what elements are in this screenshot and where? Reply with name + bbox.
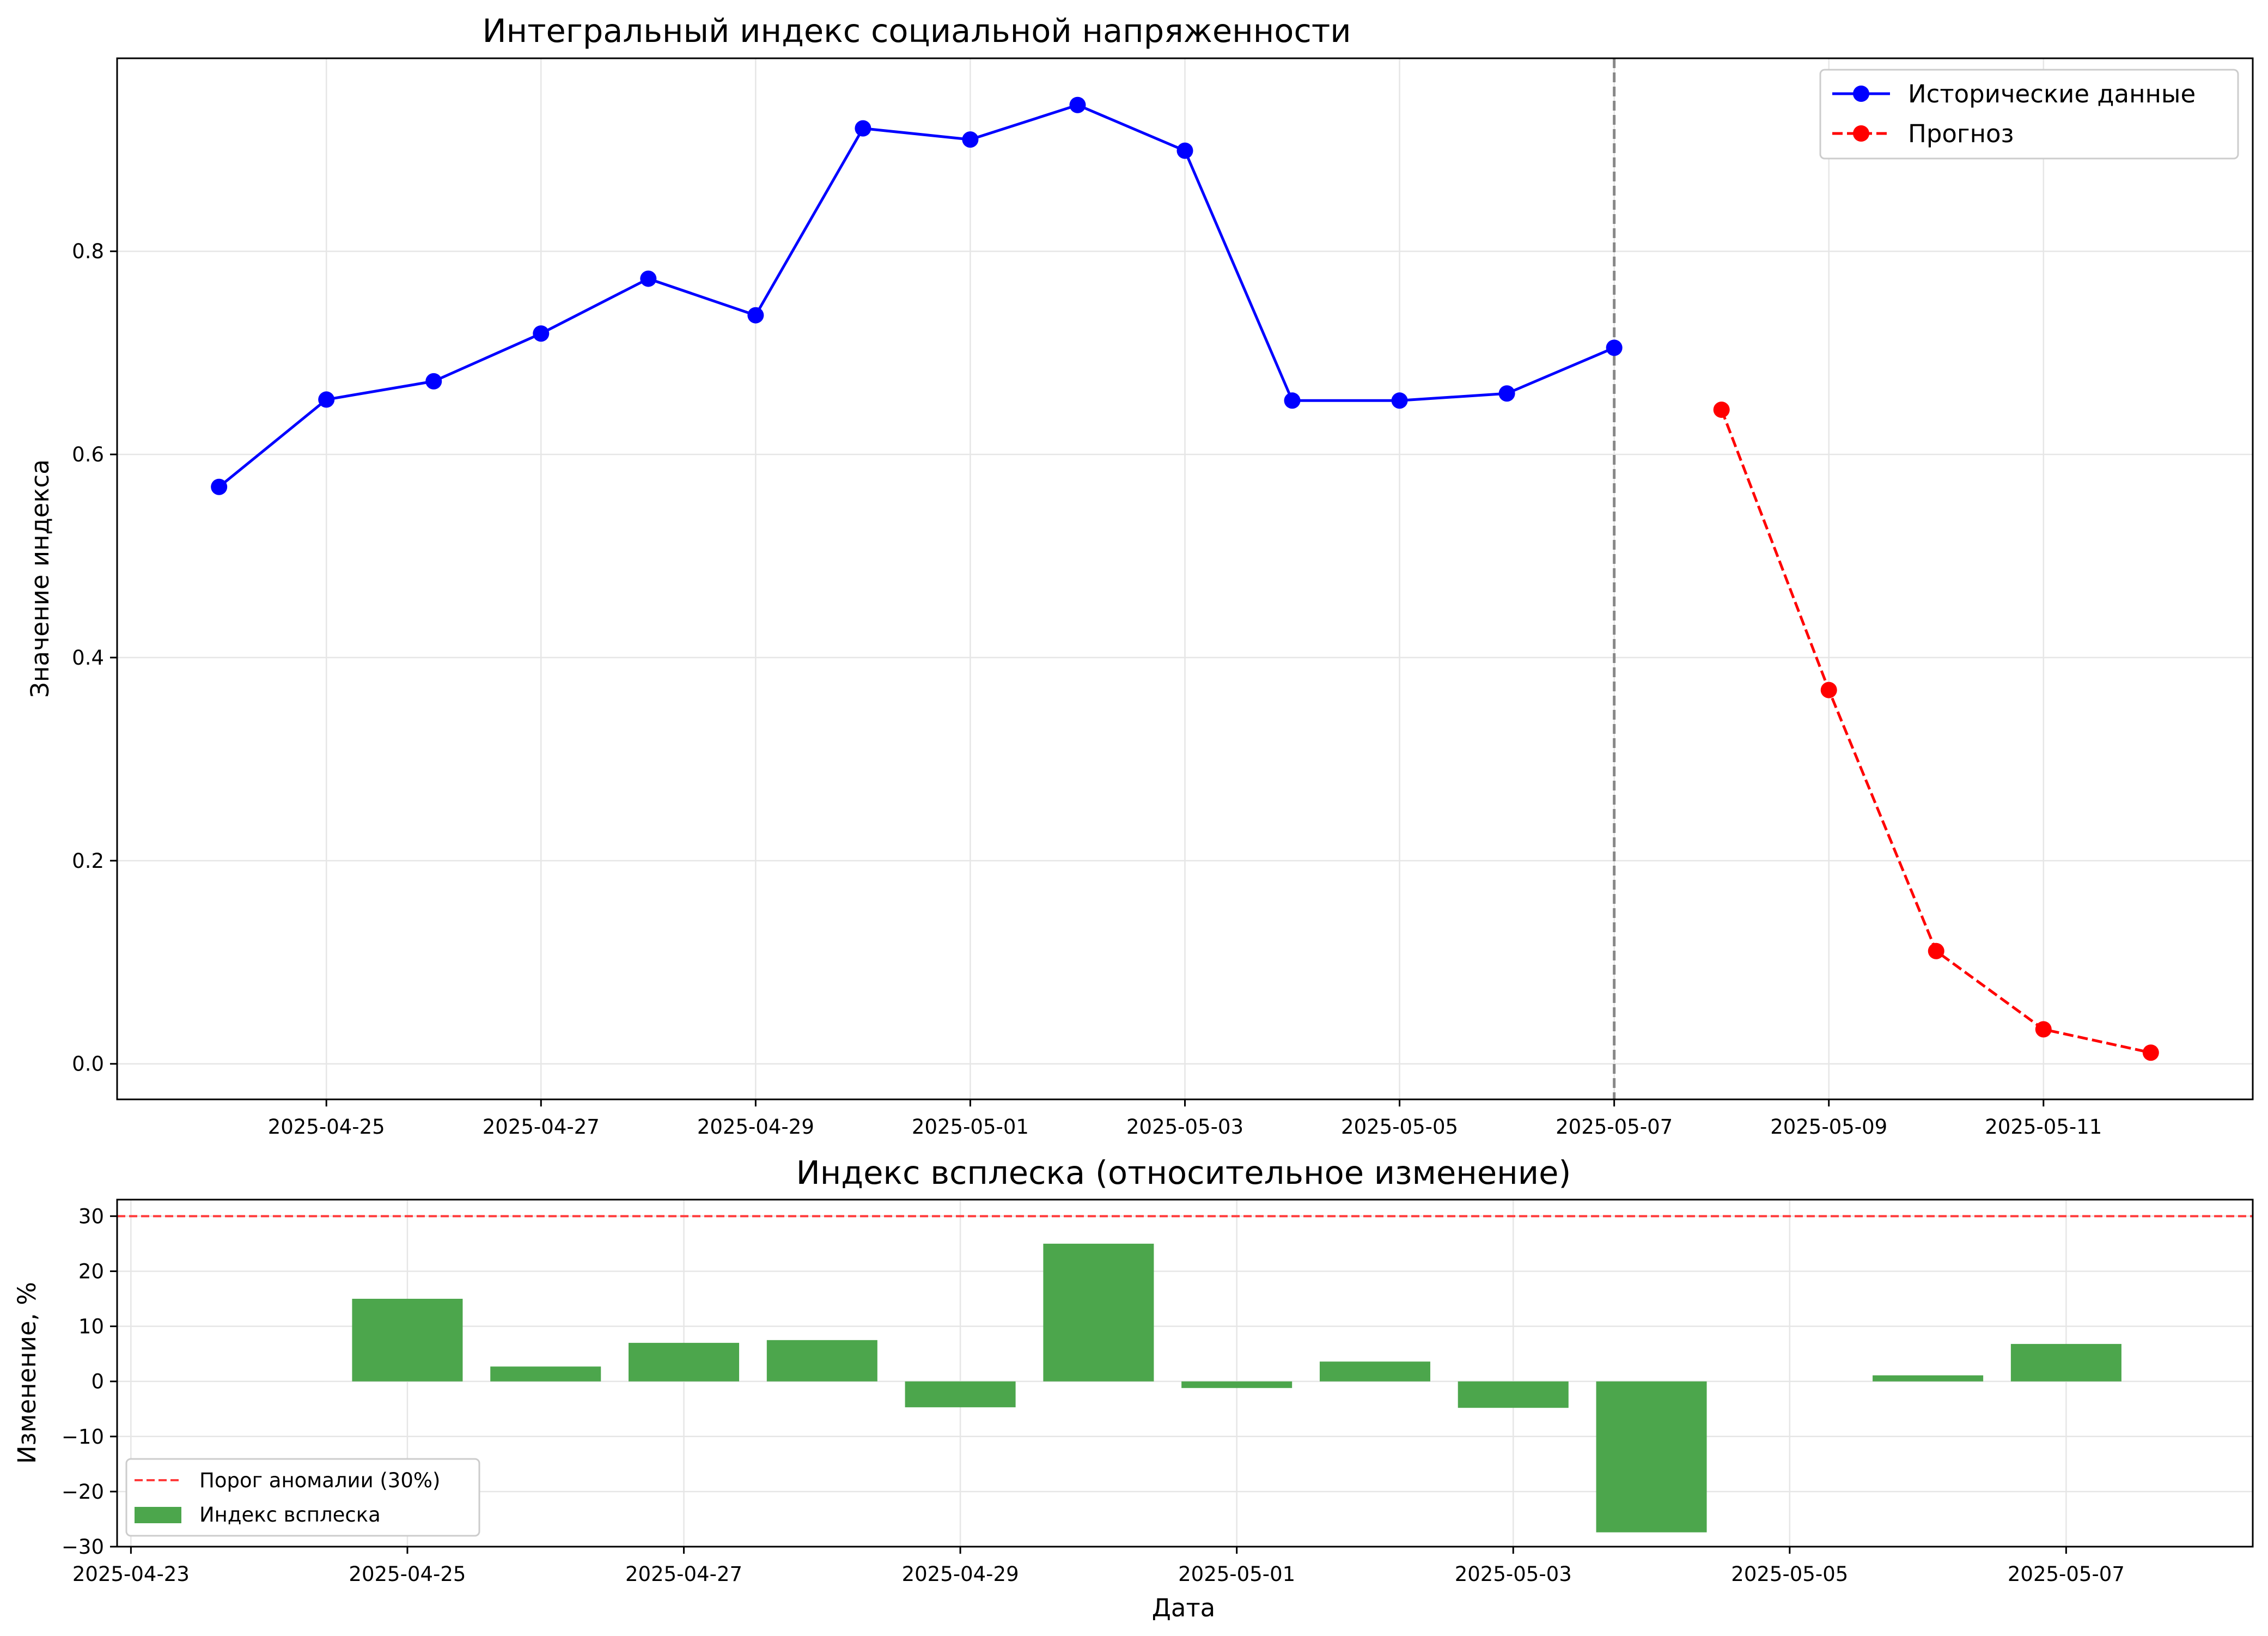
chart1-grid	[117, 58, 2253, 1099]
forecast-point	[1820, 682, 1837, 698]
x-tick-label: 2025-04-27	[625, 1562, 742, 1586]
legend-item-historical: Исторические данные	[1832, 80, 2196, 108]
forecast-point	[1713, 402, 1730, 418]
x-tick-label: 2025-04-27	[483, 1115, 600, 1139]
forecast-point	[1928, 942, 1944, 959]
y-tick-label: 0.2	[72, 849, 104, 873]
y-tick-label: 10	[78, 1315, 104, 1339]
historical-point	[640, 270, 657, 287]
forecast-point	[2035, 1021, 2052, 1038]
y-tick-label: −30	[62, 1535, 104, 1559]
y-tick-label: 0.6	[72, 443, 104, 466]
legend-frame	[1819, 69, 2239, 160]
legend-historical-label: Исторические данные	[1908, 80, 2196, 108]
legend-threshold-label: Порог аномалии (30%)	[199, 1469, 440, 1492]
legend-surge-swatch	[135, 1507, 181, 1523]
historical-point	[1606, 339, 1623, 356]
legend-historical-marker	[1853, 86, 1869, 102]
chart2-frame	[116, 1199, 2254, 1548]
legend-forecast-label: Прогноз	[1908, 119, 2014, 148]
x-tick-label: 2025-04-25	[268, 1115, 385, 1139]
x-tick-label: 2025-05-05	[1731, 1562, 1848, 1586]
surge-bar	[2010, 1343, 2121, 1382]
historical-point	[747, 307, 764, 324]
x-tick-label: 2025-05-07	[1556, 1115, 1673, 1139]
x-tick-label: 2025-05-03	[1455, 1562, 1572, 1586]
y-tick-label: 30	[78, 1205, 104, 1228]
surge-bar	[905, 1381, 1016, 1408]
x-tick-label: 2025-05-11	[1985, 1115, 2102, 1139]
surge-bar	[490, 1366, 601, 1382]
surge-bar	[1596, 1381, 1707, 1532]
historical-point	[1069, 96, 1086, 113]
chart1-title: Интегральный индекс социальной напряженн…	[482, 12, 1351, 50]
index-chart: Интегральный индекс социальной напряженн…	[26, 12, 2254, 1139]
historical-point	[1391, 392, 1408, 409]
historical-point	[855, 120, 871, 137]
chart2-x-axis: 2025-04-23 2025-04-25 2025-04-27 2025-04-29…	[72, 1547, 2125, 1586]
historical-point	[1498, 385, 1515, 402]
y-tick-label: 20	[78, 1260, 104, 1283]
chart2-x-axis-title: Дата	[1152, 1594, 1216, 1622]
x-tick-label: 2025-04-23	[72, 1562, 190, 1586]
x-tick-label: 2025-05-01	[1178, 1562, 1295, 1586]
historical-point	[318, 391, 335, 408]
surge-bar	[1873, 1375, 1984, 1382]
legend-item-forecast: Прогноз	[1832, 119, 2014, 148]
chart2-legend: Порог аномалии (30%) Индекс всплеска	[125, 1458, 480, 1537]
surge-bar	[1043, 1243, 1154, 1382]
x-tick-label: 2025-04-29	[697, 1115, 814, 1139]
x-tick-label: 2025-05-01	[912, 1115, 1029, 1139]
x-tick-label: 2025-04-25	[349, 1562, 466, 1586]
y-tick-label: 0.0	[72, 1053, 104, 1076]
historical-point	[425, 373, 442, 390]
x-tick-label: 2025-05-05	[1341, 1115, 1458, 1139]
legend-item-surge: Индекс всплеска	[135, 1503, 381, 1526]
chart1-y-axis-title: Значение индекса	[26, 459, 54, 698]
surge-bar	[629, 1342, 740, 1382]
y-tick-label: −20	[62, 1480, 104, 1504]
x-tick-label: 2025-05-03	[1126, 1115, 1243, 1139]
y-tick-label: −10	[62, 1425, 104, 1449]
chart1-legend: Исторические данные Прогноз	[1819, 69, 2239, 160]
x-tick-label: 2025-05-07	[2008, 1562, 2125, 1586]
historical-point	[211, 478, 228, 495]
chart2-y-axis-title: Изменение, %	[13, 1282, 41, 1464]
chart1-x-axis: 2025-04-25 2025-04-27 2025-04-29 2025-05-01…	[268, 1099, 2102, 1139]
surge-bar	[1319, 1361, 1430, 1382]
chart2-y-axis: −30 −20 −10 0 10 20 30	[62, 1205, 117, 1559]
surge-bar	[1181, 1381, 1292, 1388]
legend-surge-label: Индекс всплеска	[199, 1503, 381, 1526]
historical-point	[533, 325, 550, 342]
historical-line	[218, 104, 1615, 488]
forecast-point	[2142, 1044, 2159, 1061]
historical-point	[962, 131, 979, 148]
x-tick-label: 2025-05-09	[1770, 1115, 1887, 1139]
legend-forecast-marker	[1853, 125, 1869, 142]
chart2-title: Индекс всплеска (относительное изменение…	[796, 1154, 1571, 1191]
legend-frame	[125, 1458, 480, 1537]
chart2-bars	[214, 1243, 2121, 1532]
surge-chart: Индекс всплеска (относительное изменение…	[13, 1154, 2254, 1622]
surge-bar	[766, 1340, 877, 1382]
legend-item-threshold: Порог аномалии (30%)	[135, 1469, 440, 1492]
y-tick-label: 0	[91, 1370, 104, 1394]
historical-point	[1176, 142, 1193, 159]
chart1-y-axis: 0.0 0.2 0.4 0.6 0.8	[72, 240, 117, 1076]
historical-point	[1284, 392, 1301, 409]
surge-bar	[1458, 1381, 1569, 1408]
y-tick-label: 0.4	[72, 646, 104, 670]
chart1-series	[211, 96, 2159, 1061]
surge-bar	[352, 1299, 463, 1382]
y-tick-label: 0.8	[72, 240, 104, 263]
x-tick-label: 2025-04-29	[902, 1562, 1019, 1586]
